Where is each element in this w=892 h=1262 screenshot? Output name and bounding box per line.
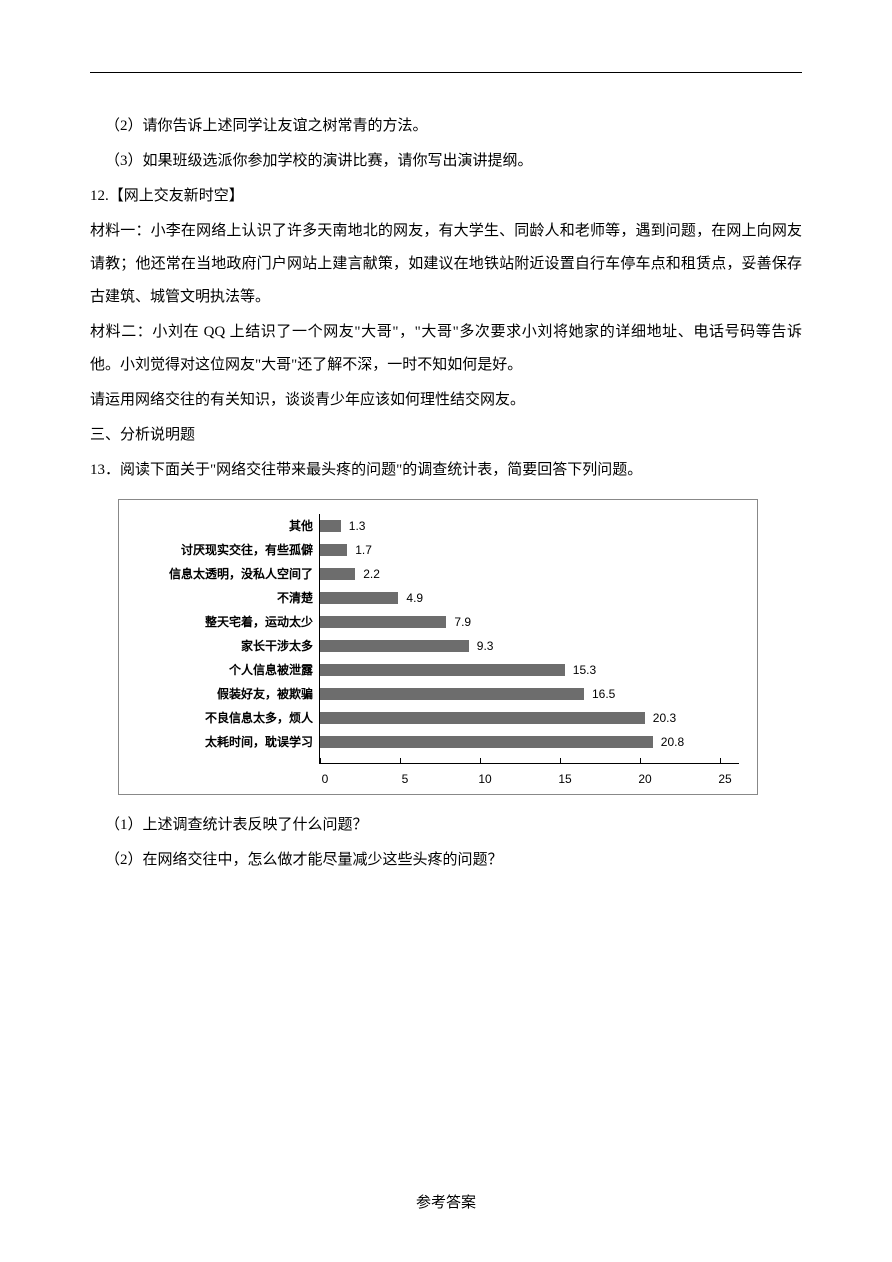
section-3-heading: 三、分析说明题 [90, 419, 802, 452]
chart-bar-row: 20.8 [320, 730, 739, 754]
chart-bar-row: 2.2 [320, 562, 739, 586]
chart-category-label: 讨厌现实交往，有些孤僻 [129, 538, 313, 562]
chart-bar [320, 736, 653, 748]
chart-x-axis: 0510152025 [325, 764, 739, 784]
chart-bar-value: 1.7 [355, 537, 372, 563]
chart-bar [320, 568, 355, 580]
chart-bar [320, 616, 446, 628]
chart-bar-value: 20.3 [653, 705, 676, 731]
chart-y-labels: 其他讨厌现实交往，有些孤僻信息太透明，没私人空间了不清楚整天宅着，运动太少家长干… [129, 514, 319, 764]
chart-bar-value: 16.5 [592, 681, 615, 707]
chart-bar-row: 1.3 [320, 514, 739, 538]
chart-category-label: 不良信息太多，烦人 [129, 706, 313, 730]
chart-tick-mark [560, 758, 561, 763]
chart-bar-row: 4.9 [320, 586, 739, 610]
chart-bar-value: 4.9 [406, 585, 423, 611]
chart-bar-row: 9.3 [320, 634, 739, 658]
chart-bar [320, 544, 347, 556]
chart-x-tick-label: 10 [478, 766, 491, 792]
chart-x-tick-label: 15 [558, 766, 571, 792]
chart-tick-mark [640, 758, 641, 763]
question-12-title: 12.【网上交友新时空】 [90, 180, 802, 213]
material-2: 材料二：小刘在 QQ 上结识了一个网友"大哥"，"大哥"多次要求小刘将她家的详细… [90, 316, 802, 382]
chart-bar-value: 20.8 [661, 729, 684, 755]
question-2: （2）请你告诉上述同学让友谊之树常青的方法。 [90, 110, 802, 143]
chart-category-label: 其他 [129, 514, 313, 538]
chart-bar-value: 7.9 [454, 609, 471, 635]
chart-x-tick-label: 20 [638, 766, 651, 792]
chart-category-label: 信息太透明，没私人空间了 [129, 562, 313, 586]
question-13-1: （1）上述调查统计表反映了什么问题？ [90, 809, 802, 842]
chart-body: 其他讨厌现实交往，有些孤僻信息太透明，没私人空间了不清楚整天宅着，运动太少家长干… [129, 514, 739, 764]
chart-tick-mark [480, 758, 481, 763]
material-1: 材料一：小李在网络上认识了许多天南地北的网友，有大学生、同龄人和老师等，遇到问题… [90, 215, 802, 314]
chart-bar-value: 9.3 [477, 633, 494, 659]
chart-plot-area: 1.31.72.2 4.9 7.9 9.3 15.316.5 20.320.8 [319, 514, 739, 764]
chart-category-label: 个人信息被泄露 [129, 658, 313, 682]
chart-bar-row: 1.7 [320, 538, 739, 562]
chart-bar-row: 16.5 [320, 682, 739, 706]
document-body: （2）请你告诉上述同学让友谊之树常青的方法。 （3）如果班级选派你参加学校的演讲… [90, 110, 802, 877]
material-question: 请运用网络交往的有关知识，谈谈青少年应该如何理性结交网友。 [90, 384, 802, 417]
chart-category-label: 家长干涉太多 [129, 634, 313, 658]
question-3: （3）如果班级选派你参加学校的演讲比赛，请你写出演讲提纲。 [90, 145, 802, 178]
chart-tick-mark [400, 758, 401, 763]
footer-answers-heading: 参考答案 [0, 1191, 892, 1212]
survey-chart: 其他讨厌现实交往，有些孤僻信息太透明，没私人空间了不清楚整天宅着，运动太少家长干… [118, 499, 758, 795]
chart-x-tick-label: 5 [402, 766, 409, 792]
chart-bar [320, 640, 469, 652]
chart-bar-value: 1.3 [349, 513, 366, 539]
chart-bar-row: 15.3 [320, 658, 739, 682]
chart-category-label: 假装好友，被欺骗 [129, 682, 313, 706]
chart-bar [320, 712, 645, 724]
chart-bar [320, 688, 584, 700]
chart-tick-mark [720, 758, 721, 763]
chart-bar [320, 520, 341, 532]
chart-x-tick-label: 25 [718, 766, 731, 792]
chart-bar-row: 20.3 [320, 706, 739, 730]
question-13: 13．阅读下面关于"网络交往带来最头疼的问题"的调查统计表，简要回答下列问题。 [90, 454, 802, 487]
top-rule [90, 72, 802, 73]
chart-bar [320, 592, 398, 604]
chart-tick-mark [320, 758, 321, 763]
chart-bar-row: 7.9 [320, 610, 739, 634]
chart-bar-value: 2.2 [363, 561, 380, 587]
chart-category-label: 整天宅着，运动太少 [129, 610, 313, 634]
question-13-2: （2）在网络交往中，怎么做才能尽量减少这些头疼的问题？ [90, 844, 802, 877]
chart-bar-value: 15.3 [573, 657, 596, 683]
chart-category-label: 太耗时间，耽误学习 [129, 730, 313, 754]
chart-x-tick-label: 0 [322, 766, 329, 792]
chart-bar [320, 664, 565, 676]
chart-category-label: 不清楚 [129, 586, 313, 610]
